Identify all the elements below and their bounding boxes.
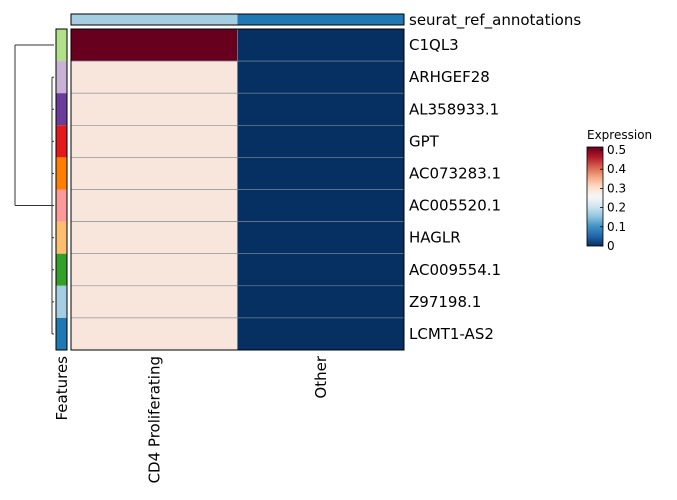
- heatmap-cell: [70, 221, 238, 255]
- legend-tick-label: 0: [607, 239, 615, 253]
- column-annotation-cell: [237, 14, 404, 25]
- heatmap-cells: [70, 28, 405, 351]
- heatmap-cell: [70, 157, 238, 190]
- row-label: Z97198.1: [409, 293, 481, 311]
- column-label: CD4 Proliferating: [145, 356, 163, 483]
- feature-color-cell: [56, 157, 67, 190]
- legend-tick-label: 0.1: [607, 220, 626, 234]
- feature-color-cell: [56, 253, 67, 286]
- row-label: LCMT1-AS2: [409, 325, 494, 343]
- feature-color-cell: [56, 29, 67, 62]
- legend-tick-label: 0.3: [607, 181, 626, 195]
- column-labels: CD4 Proliferating Other: [145, 355, 330, 483]
- heatmap-cell: [237, 189, 405, 222]
- legend-ticks: 0.5 0.4 0.3 0.2 0.1 0: [600, 143, 626, 253]
- heatmap-cell: [70, 317, 238, 351]
- row-label: C1QL3: [409, 36, 459, 54]
- heatmap-cell: [237, 157, 405, 190]
- heatmap-cell: [70, 92, 238, 126]
- feature-color-cell: [56, 221, 67, 254]
- row-labels: C1QL3 ARHGEF28 AL358933.1 GPT AC073283.1 AC00…: [409, 36, 501, 343]
- legend-tick-label: 0.4: [607, 162, 626, 176]
- heatmap-cell: [70, 253, 238, 287]
- row-dendrogram: [14, 44, 54, 335]
- row-label: AL358933.1: [409, 100, 499, 118]
- heatmap-cell: [70, 189, 238, 222]
- column-annotation-cell: [71, 14, 238, 25]
- heatmap-cell: [237, 60, 405, 94]
- heatmap-cell: [237, 317, 405, 351]
- heatmap-cell: [237, 125, 405, 158]
- legend-colorbar: [586, 146, 604, 247]
- feature-color-bar: [55, 28, 68, 351]
- feature-color-cell: [56, 189, 67, 222]
- heatmap-cell: [237, 92, 405, 126]
- column-label: Other: [312, 355, 330, 398]
- heatmap-cell: [237, 28, 405, 62]
- heatmap-cell: [70, 125, 238, 158]
- legend-title: Expression: [587, 128, 652, 142]
- legend-tick-label: 0.5: [607, 143, 626, 157]
- heatmap-cell: [70, 60, 238, 94]
- row-label: AC005520.1: [409, 197, 501, 215]
- legend-tick-label: 0.2: [607, 201, 626, 215]
- heatmap-cell: [70, 285, 238, 319]
- row-label: GPT: [409, 132, 440, 150]
- heatmap-cell: [237, 253, 405, 287]
- feature-color-border: [55, 28, 68, 351]
- row-label: HAGLR: [409, 229, 461, 247]
- annotation-title: seurat_ref_annotations: [409, 11, 581, 30]
- feature-color-cell: [56, 125, 67, 158]
- features-axis-title: Features: [53, 356, 71, 421]
- row-label: ARHGEF28: [409, 68, 490, 86]
- row-label: AC073283.1: [409, 164, 501, 182]
- column-annotation-border: [70, 13, 405, 26]
- column-annotation-bar: [70, 13, 405, 26]
- heatmap-cell: [237, 221, 405, 255]
- heatmap-border: [70, 28, 405, 351]
- feature-color-cell: [56, 93, 67, 126]
- row-label: AC009554.1: [409, 261, 501, 279]
- feature-color-cell: [56, 317, 67, 350]
- heatmap-cell: [70, 28, 238, 62]
- heatmap-cell: [237, 285, 405, 319]
- expression-legend: Expression 0.5 0.4 0.3 0.2 0.1 0: [586, 128, 652, 253]
- feature-color-cell: [56, 285, 67, 318]
- feature-color-cell: [56, 61, 67, 94]
